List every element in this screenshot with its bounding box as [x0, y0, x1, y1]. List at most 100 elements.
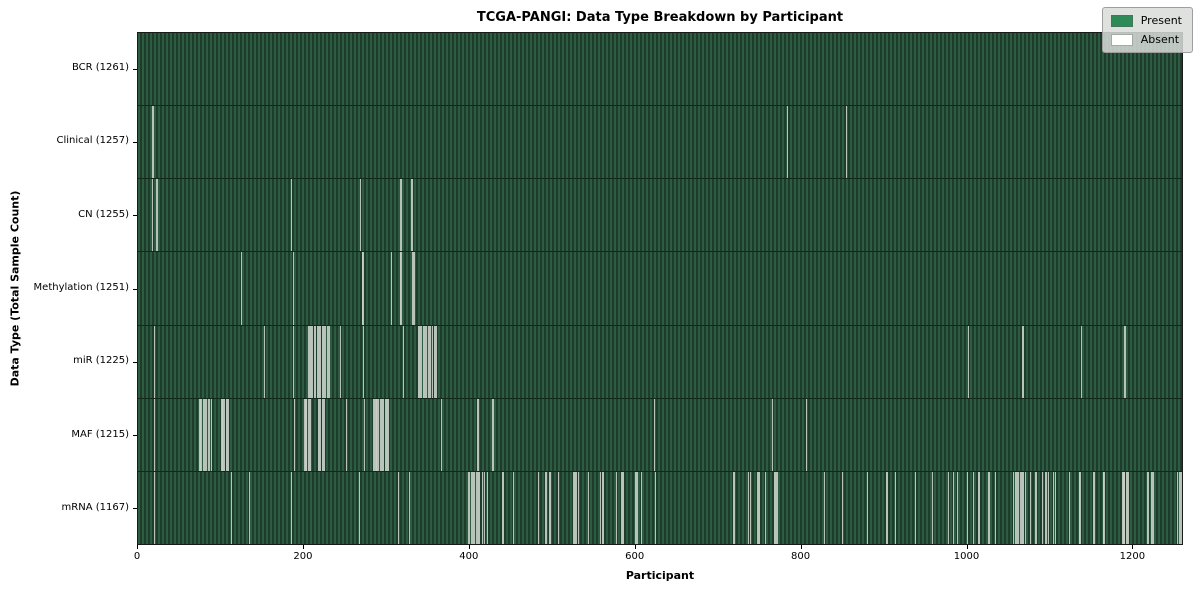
absent-line	[1124, 325, 1127, 398]
absent-line	[388, 398, 390, 471]
x-tick-mark	[634, 545, 636, 549]
x-tick-mark	[302, 545, 304, 549]
absent-line	[307, 325, 310, 398]
absent-line	[411, 179, 413, 252]
absent-line	[199, 398, 201, 471]
absent-line	[426, 325, 428, 398]
absent-line	[306, 398, 308, 471]
absent-line	[475, 471, 478, 544]
absent-line	[1052, 471, 1055, 544]
absent-line	[379, 398, 382, 471]
absent-line	[474, 471, 476, 544]
absent-line	[305, 398, 307, 471]
absent-line	[866, 471, 868, 544]
x-tick-label-0: 0	[133, 551, 141, 562]
absent-line	[362, 252, 364, 325]
absent-line	[153, 398, 156, 471]
absent-line	[376, 398, 378, 471]
absent-line	[956, 471, 959, 544]
heatmap-row-maf	[138, 397, 1182, 471]
x-tick-label-200: 200	[293, 551, 313, 562]
absent-line	[291, 179, 293, 252]
x-axis-label: Participant	[625, 569, 695, 582]
absent-line	[653, 398, 656, 471]
absent-line	[373, 398, 375, 471]
absent-line	[966, 471, 969, 544]
absent-line	[207, 398, 209, 471]
absent-line	[200, 398, 202, 471]
absent-line	[225, 398, 228, 471]
absent-line	[323, 325, 325, 398]
absent-line	[328, 325, 330, 398]
y-tick-label-mrna: mRNA (1167)	[61, 501, 129, 513]
absent-line	[309, 398, 311, 471]
absent-line	[413, 252, 415, 325]
heatmap-plot-area	[137, 32, 1183, 545]
absent-line	[421, 325, 423, 398]
absent-line	[227, 398, 229, 471]
y-axis-label-container: Data Type (Total Sample Count)	[2, 32, 28, 545]
absent-line	[577, 471, 579, 544]
x-tick-mark	[800, 545, 802, 549]
absent-line	[758, 471, 761, 544]
absent-line	[321, 325, 324, 398]
absent-line	[978, 471, 980, 544]
absent-line	[1151, 471, 1153, 544]
absent-line	[1177, 471, 1179, 544]
heatmap-row-mrna	[138, 470, 1182, 544]
absent-line	[574, 471, 576, 544]
absent-line	[636, 471, 638, 544]
absent-line	[400, 179, 402, 252]
absent-line	[419, 325, 421, 398]
absent-line	[292, 325, 295, 398]
absent-line	[205, 398, 208, 471]
absent-line	[313, 325, 315, 398]
absent-line	[1124, 471, 1126, 544]
absent-line	[1078, 471, 1080, 544]
absent-line	[575, 471, 578, 544]
absent-line	[1042, 471, 1044, 544]
absent-line	[427, 325, 430, 398]
x-tick-mark	[1132, 545, 1134, 549]
x-tick-mark	[966, 545, 968, 549]
absent-line	[823, 471, 825, 544]
absent-line	[248, 471, 251, 544]
absent-line	[1147, 471, 1149, 544]
absent-line	[325, 325, 327, 398]
absent-line	[513, 471, 515, 544]
absent-line	[383, 398, 385, 471]
absent-line	[914, 471, 916, 544]
absent-line	[412, 252, 415, 325]
absent-line	[378, 398, 380, 471]
absent-line	[320, 398, 322, 471]
absent-line	[599, 471, 602, 544]
absent-line	[1013, 471, 1015, 544]
absent-line	[492, 398, 494, 471]
y-tick-mark	[133, 435, 137, 437]
absent-line	[545, 471, 547, 544]
absent-line	[806, 398, 808, 471]
absent-line	[467, 471, 469, 544]
x-tick-label-400: 400	[459, 551, 479, 562]
absent-line	[429, 325, 431, 398]
absent-line	[1022, 325, 1024, 398]
absent-line	[152, 106, 155, 179]
absent-line	[240, 252, 242, 325]
absent-line	[345, 398, 348, 471]
absent-line	[308, 325, 310, 398]
absent-line	[477, 398, 479, 471]
absent-line	[321, 398, 324, 471]
absent-line	[748, 471, 750, 544]
absent-line	[469, 471, 471, 544]
absent-line	[1093, 471, 1095, 544]
absent-line	[477, 471, 479, 544]
absent-line	[777, 471, 779, 544]
absent-line	[1014, 471, 1017, 544]
absent-line	[1102, 471, 1104, 544]
absent-line	[634, 471, 637, 544]
absent-line	[156, 179, 158, 252]
absent-line	[291, 471, 293, 544]
absent-line	[224, 398, 226, 471]
absent-line	[841, 471, 844, 544]
absent-line	[484, 471, 486, 544]
